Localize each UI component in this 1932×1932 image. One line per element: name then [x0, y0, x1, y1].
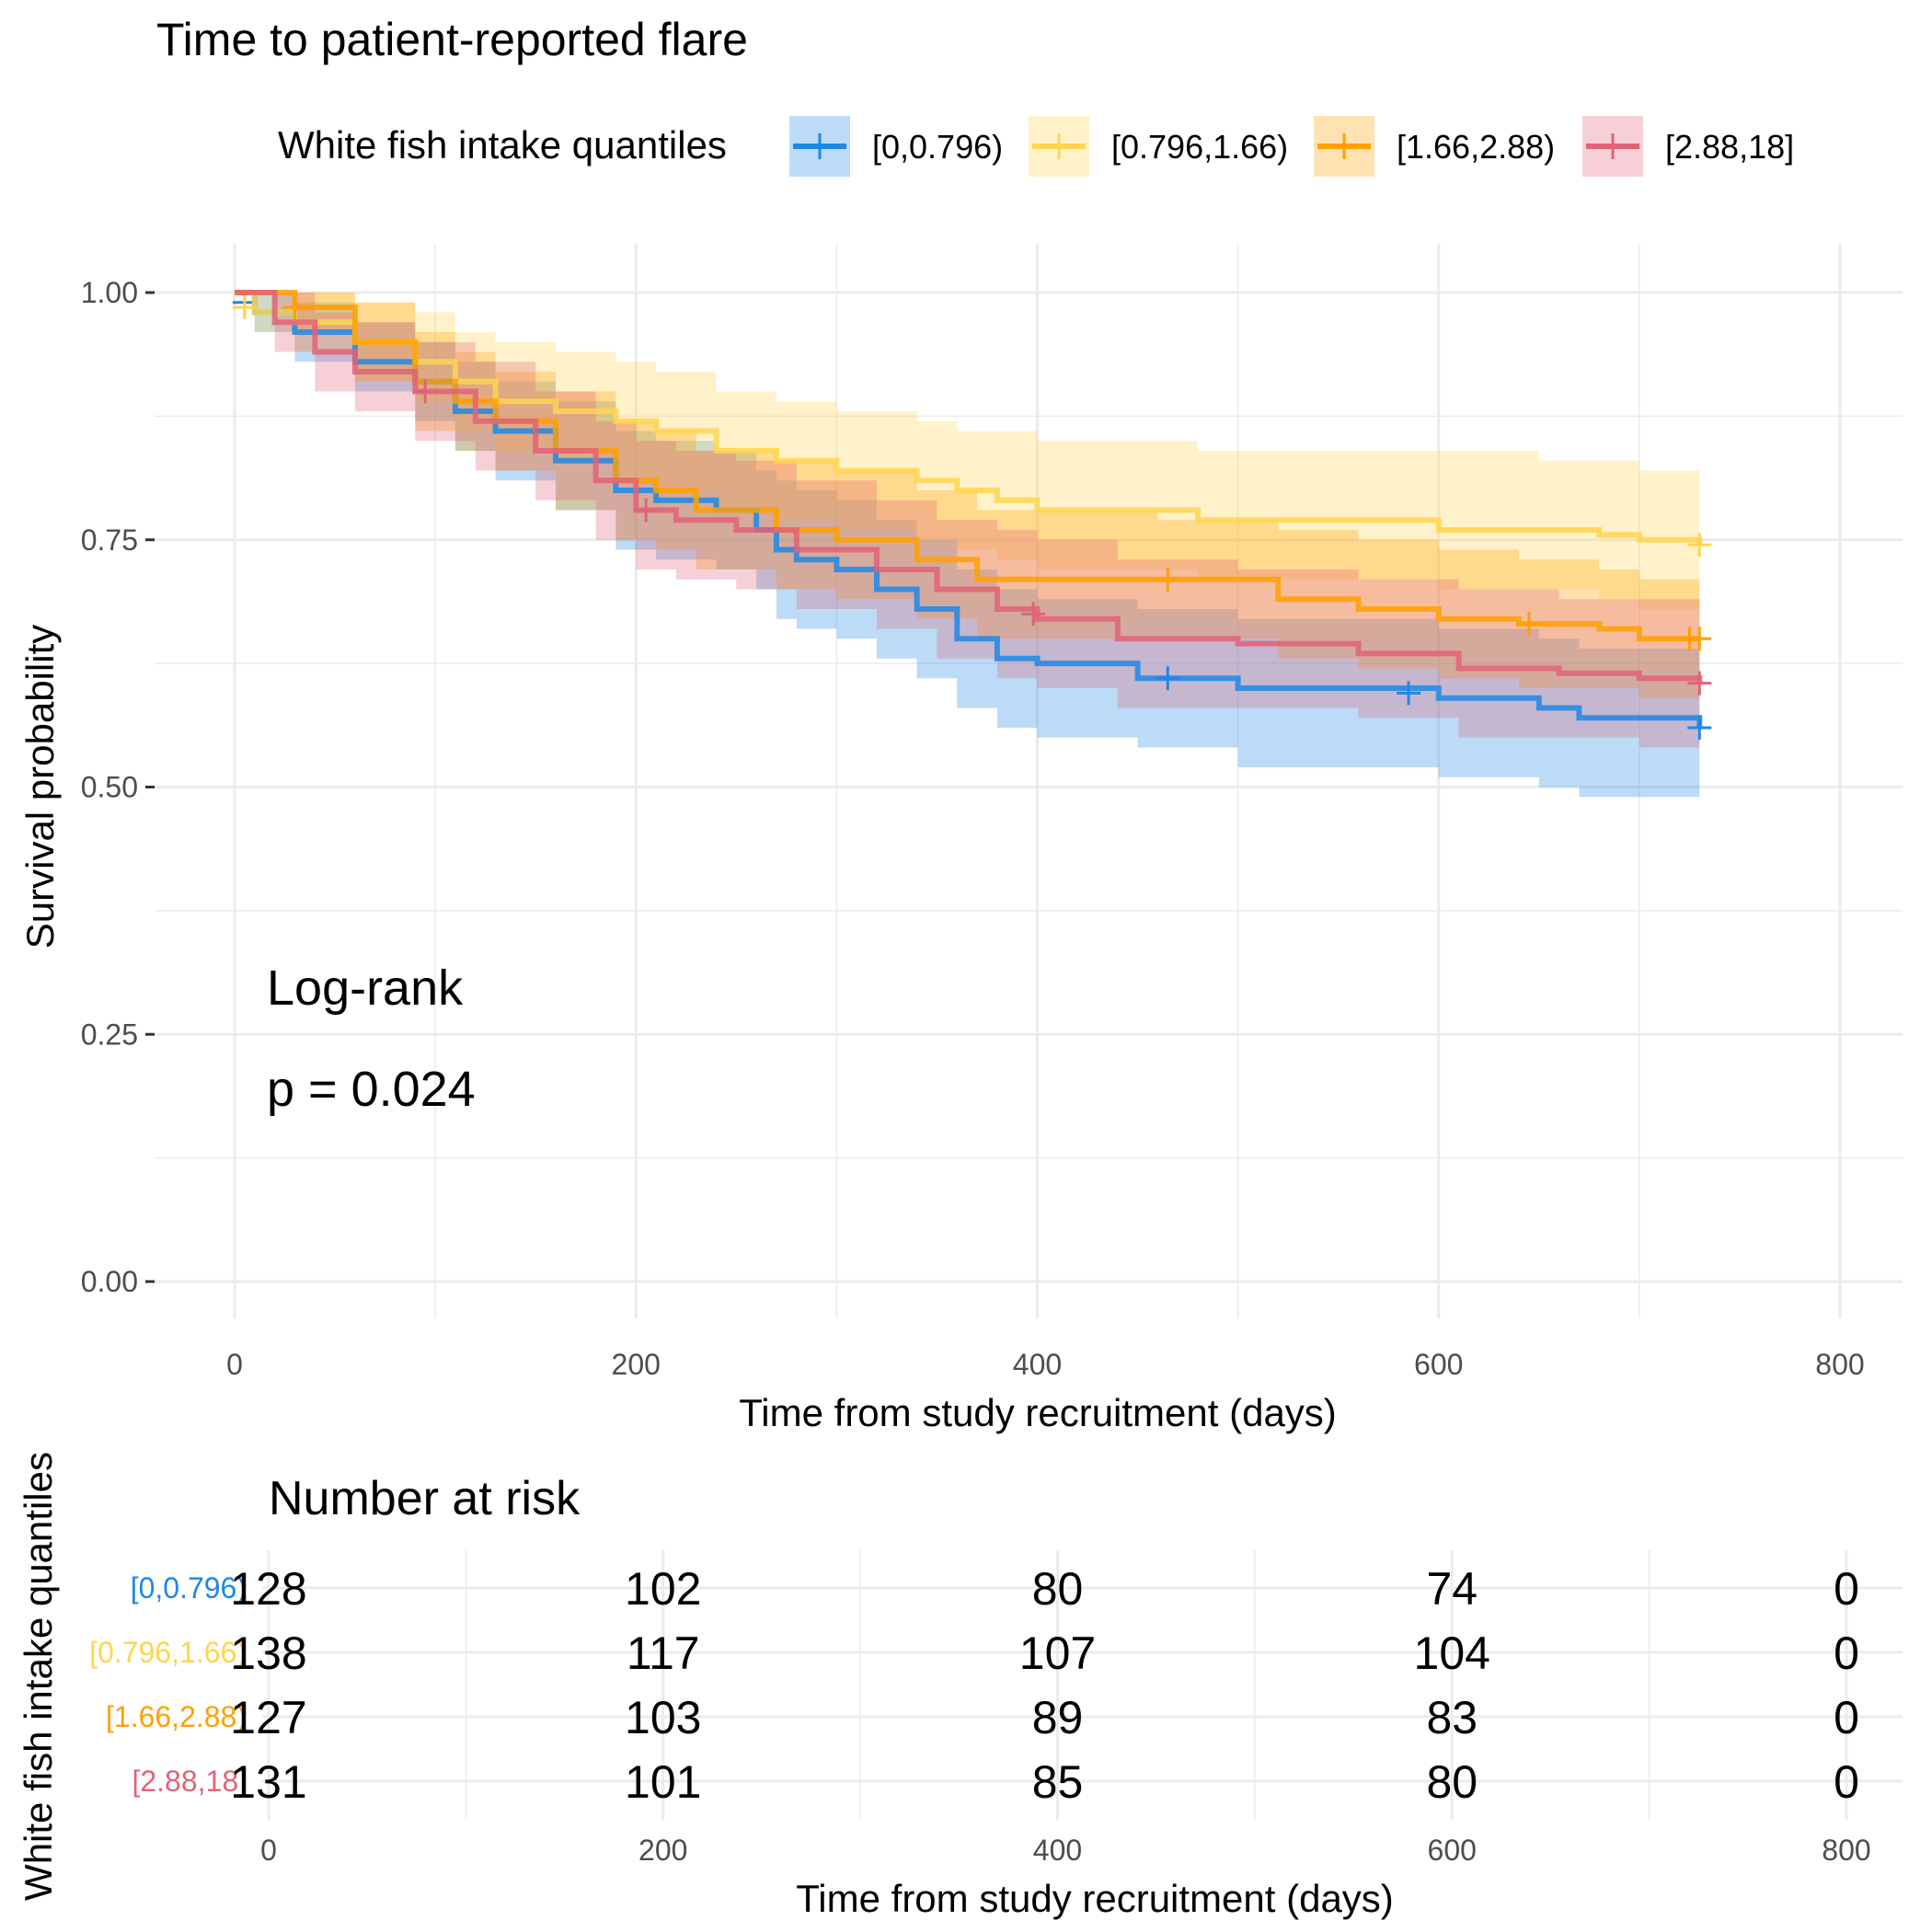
censor-mark — [1516, 612, 1541, 637]
y-tick-label: 1.00 — [81, 276, 138, 309]
censor-mark — [1156, 567, 1180, 592]
survival-curve-1-66-2-88 — [235, 290, 1700, 642]
legend-label-2-88-18: [2.88,18] — [1665, 128, 1794, 166]
risk-x-tick-label: 600 — [1428, 1834, 1477, 1867]
censor-mark — [634, 498, 659, 523]
risk-count: 0 — [1834, 1692, 1859, 1743]
censor-mark — [232, 295, 257, 320]
survival-plot: 0.00 0.25 0.50 0.75 1.00 0 200 400 600 800 Time fr… — [18, 244, 1903, 1434]
risk-x-axis-title: Time from study recruitment (days) — [796, 1877, 1394, 1920]
censor-mark — [282, 295, 307, 320]
censor-mark — [1687, 533, 1712, 558]
risk-count: 89 — [1032, 1692, 1084, 1743]
legend-label-1-66-2-88: [1.66,2.88) — [1397, 128, 1555, 166]
risk-count: 103 — [625, 1692, 701, 1743]
risk-count: 85 — [1032, 1756, 1084, 1808]
risk-count: 102 — [625, 1563, 701, 1615]
risk-count: 0 — [1834, 1627, 1859, 1679]
risk-x-tick-label: 0 — [260, 1834, 277, 1867]
risk-count: 117 — [627, 1627, 700, 1679]
x-tick-label: 400 — [1013, 1348, 1062, 1381]
censor-mark — [1687, 671, 1712, 696]
x-tick-label: 600 — [1414, 1348, 1463, 1381]
risk-x-tick-label: 400 — [1033, 1834, 1082, 1867]
censor-mark — [1397, 681, 1421, 706]
risk-count: 128 — [230, 1563, 306, 1615]
y-tick-label: 0.50 — [81, 771, 138, 804]
risk-count: 80 — [1426, 1756, 1478, 1808]
risk-count: 80 — [1032, 1563, 1084, 1615]
legend-label-0-0-796: [0,0.796) — [872, 128, 1003, 166]
y-tick-label: 0.25 — [81, 1018, 138, 1051]
risk-count: 74 — [1426, 1563, 1478, 1615]
logrank-pvalue: p = 0.024 — [267, 1062, 476, 1117]
risk-x-tick-label: 800 — [1822, 1834, 1870, 1867]
risk-count: 107 — [1019, 1627, 1096, 1679]
risk-strata-label-1-66-2-88: [1.66,2.88) — [106, 1700, 247, 1733]
chart-title: Time to patient-reported flare — [156, 14, 748, 65]
risk-strata-label-0-0-796: [0,0.796) — [131, 1571, 247, 1604]
censor-mark — [1021, 602, 1046, 627]
risk-count: 138 — [230, 1627, 306, 1679]
y-tick-label: 0.75 — [81, 523, 138, 557]
risk-count: 127 — [230, 1692, 306, 1743]
y-tick-label: 0.00 — [81, 1265, 138, 1298]
legend-title: White fish intake quantiles — [278, 123, 727, 167]
censor-mark — [413, 379, 438, 404]
legend-label-0-796-1-66: [0.796,1.66) — [1111, 128, 1288, 166]
risk-count: 101 — [625, 1756, 701, 1808]
logrank-label: Log-rank — [267, 960, 464, 1016]
legend: White fish intake quantiles [0,0.796) [0.7… — [278, 116, 1794, 177]
risk-y-axis-title: White fish intake quantiles — [17, 1452, 60, 1901]
censor-mark — [1687, 716, 1712, 740]
ci-band-0-796-1-66 — [235, 293, 1700, 619]
risk-count: 0 — [1834, 1563, 1859, 1615]
x-axis-title: Time from study recruitment (days) — [739, 1391, 1337, 1434]
x-tick-label: 0 — [226, 1348, 243, 1381]
x-tick-label: 200 — [612, 1348, 661, 1381]
risk-strata-label-2-88-18: [2.88,18] — [132, 1765, 247, 1798]
x-tick-label: 800 — [1815, 1348, 1864, 1381]
risk-x-tick-label: 200 — [638, 1834, 687, 1867]
survival-curve-2-88-18 — [235, 290, 1703, 684]
risk-count: 131 — [230, 1756, 306, 1808]
censor-mark — [1687, 627, 1712, 651]
risk-count: 104 — [1414, 1627, 1490, 1679]
risk-strata-label-0-796-1-66: [0.796,1.66) — [89, 1636, 247, 1669]
risk-table-title: Number at risk — [269, 1472, 581, 1525]
censor-mark — [1156, 666, 1180, 691]
ci-band-2-88-18 — [235, 293, 1700, 748]
y-axis-title: Survival probability — [18, 625, 62, 949]
risk-count: 83 — [1426, 1692, 1478, 1743]
risk-table: Number at risk [0,0.796)128 102 80 74 0 [0.796… — [17, 1452, 1903, 1920]
ci-band-0-0-796 — [235, 293, 1700, 807]
risk-count: 0 — [1834, 1756, 1859, 1808]
